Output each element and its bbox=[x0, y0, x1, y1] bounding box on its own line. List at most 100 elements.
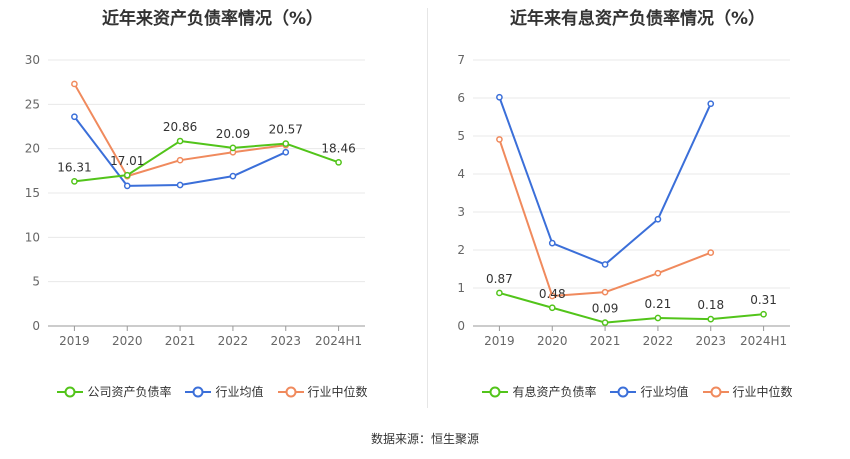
legend-swatch-icon bbox=[57, 386, 84, 397]
legend-label: 行业均值 bbox=[640, 385, 689, 399]
legend-label: 行业中位数 bbox=[732, 385, 793, 399]
chart-legend: 有息资产负债率 行业均值 行业中位数 bbox=[425, 383, 850, 400]
data-point bbox=[176, 181, 184, 189]
data-point bbox=[496, 93, 503, 101]
x-tick-label: 2022 bbox=[218, 334, 249, 348]
y-tick-label: 25 bbox=[25, 97, 40, 111]
data-point bbox=[282, 148, 290, 156]
data-point bbox=[548, 304, 556, 312]
data-label: 0.18 bbox=[697, 298, 724, 312]
series-line bbox=[499, 291, 764, 324]
series-line bbox=[74, 140, 339, 183]
x-tick-label: 2020 bbox=[112, 334, 143, 348]
x-tick-label: 2019 bbox=[59, 334, 90, 348]
legend-swatch-icon bbox=[702, 386, 729, 397]
y-tick-label: 15 bbox=[25, 186, 40, 200]
data-point bbox=[707, 315, 715, 323]
data-point bbox=[229, 144, 237, 152]
y-tick-label: 0 bbox=[32, 319, 40, 333]
data-label: 0.87 bbox=[486, 272, 513, 286]
data-label: 20.57 bbox=[269, 123, 303, 137]
data-point bbox=[654, 269, 662, 277]
y-tick-label: 10 bbox=[25, 230, 40, 244]
legend-label: 行业中位数 bbox=[307, 385, 368, 399]
legend-item[interactable]: 有息资产负债率 bbox=[482, 383, 596, 400]
x-tick-label: 2024H1 bbox=[315, 334, 362, 348]
data-point bbox=[176, 156, 184, 164]
data-point bbox=[282, 140, 290, 147]
y-tick-label: 30 bbox=[25, 53, 40, 67]
data-point bbox=[71, 113, 78, 121]
data-point bbox=[496, 136, 503, 143]
data-point bbox=[229, 172, 237, 180]
x-tick-label: 2023 bbox=[270, 334, 301, 348]
right-chart-panel: 近年来有息资产负债率情况（%） 0 1 2 3 4 5 6 7 2019 2020 2021 2022… bbox=[425, 0, 850, 420]
data-point bbox=[123, 171, 131, 179]
data-label: 0.48 bbox=[539, 287, 566, 301]
legend-item[interactable]: 行业均值 bbox=[610, 383, 689, 400]
y-tick-label: 0 bbox=[457, 319, 465, 333]
legend-swatch-icon bbox=[277, 386, 304, 397]
y-tick-label: 5 bbox=[457, 129, 465, 143]
chart-legend: 公司资产负债率 行业均值 行业中位数 bbox=[0, 383, 425, 400]
data-point bbox=[71, 80, 78, 88]
y-tick-label: 7 bbox=[457, 53, 465, 67]
data-label: 0.21 bbox=[645, 297, 672, 311]
chart-title: 近年来有息资产负债率情况（%） bbox=[509, 9, 766, 29]
x-tick-label: 2023 bbox=[695, 334, 726, 348]
data-point bbox=[707, 249, 715, 257]
data-point bbox=[123, 182, 131, 190]
legend-swatch-icon bbox=[610, 386, 637, 397]
legend-label: 有息资产负债率 bbox=[512, 385, 597, 399]
data-point bbox=[548, 239, 556, 247]
data-label: 0.31 bbox=[750, 293, 777, 307]
data-point bbox=[601, 288, 609, 296]
data-point bbox=[496, 289, 503, 297]
y-tick-label: 3 bbox=[457, 205, 465, 219]
data-point bbox=[654, 215, 662, 223]
x-tick-label: 2021 bbox=[165, 334, 196, 348]
data-label: 20.09 bbox=[216, 127, 250, 141]
legend-item[interactable]: 行业中位数 bbox=[277, 383, 368, 400]
x-tick-label: 2021 bbox=[590, 334, 621, 348]
data-point bbox=[548, 292, 556, 300]
x-tick-label: 2019 bbox=[484, 334, 515, 348]
y-tick-label: 6 bbox=[457, 91, 465, 105]
x-tick-label: 2024H1 bbox=[740, 334, 787, 348]
legend-item[interactable]: 行业中位数 bbox=[702, 383, 793, 400]
left-chart-panel: 近年来资产负债率情况（%） 0 5 10 15 20 25 30 2019 2020 2021 20… bbox=[0, 0, 425, 420]
y-tick-label: 5 bbox=[32, 275, 40, 289]
series-line bbox=[498, 139, 712, 297]
data-point bbox=[707, 100, 715, 108]
y-tick-label: 4 bbox=[457, 167, 465, 181]
data-label: 0.09 bbox=[592, 302, 619, 316]
debt-ratio-chart: 0 5 10 15 20 25 30 2019 2020 2021 2022 2023 2024H1 16… bbox=[25, 53, 365, 348]
y-tick-label: 20 bbox=[25, 142, 40, 156]
data-label: 17.01 bbox=[110, 154, 144, 168]
legend-swatch-icon bbox=[185, 386, 212, 397]
y-tick-label: 2 bbox=[457, 243, 465, 257]
legend-item[interactable]: 公司资产负债率 bbox=[57, 383, 171, 400]
x-tick-label: 2022 bbox=[643, 334, 674, 348]
data-point bbox=[71, 178, 78, 185]
legend-label: 行业均值 bbox=[215, 385, 264, 399]
x-tick-label: 2020 bbox=[537, 334, 568, 348]
legend-label: 公司资产负债率 bbox=[87, 385, 172, 399]
series-line bbox=[498, 96, 712, 266]
legend-item[interactable]: 行业均值 bbox=[185, 383, 264, 400]
interest-bearing-debt-ratio-chart: 0 1 2 3 4 5 6 7 2019 2020 2021 2022 2023 2024H1 0.87 0.… bbox=[457, 53, 790, 348]
legend-swatch-icon bbox=[482, 386, 509, 397]
y-tick-label: 1 bbox=[457, 281, 465, 295]
data-label: 18.46 bbox=[321, 141, 355, 155]
chart-title: 近年来资产负债率情况（%） bbox=[101, 9, 324, 29]
data-point bbox=[760, 310, 767, 318]
data-point bbox=[335, 158, 342, 166]
data-source: 数据来源：恒生聚源 bbox=[370, 432, 479, 446]
panel-divider bbox=[427, 8, 428, 408]
data-point bbox=[601, 319, 609, 326]
data-label: 20.86 bbox=[163, 120, 197, 134]
data-point bbox=[601, 261, 609, 268]
data-point bbox=[654, 314, 662, 322]
data-point bbox=[176, 137, 184, 145]
data-label: 16.31 bbox=[57, 160, 91, 174]
